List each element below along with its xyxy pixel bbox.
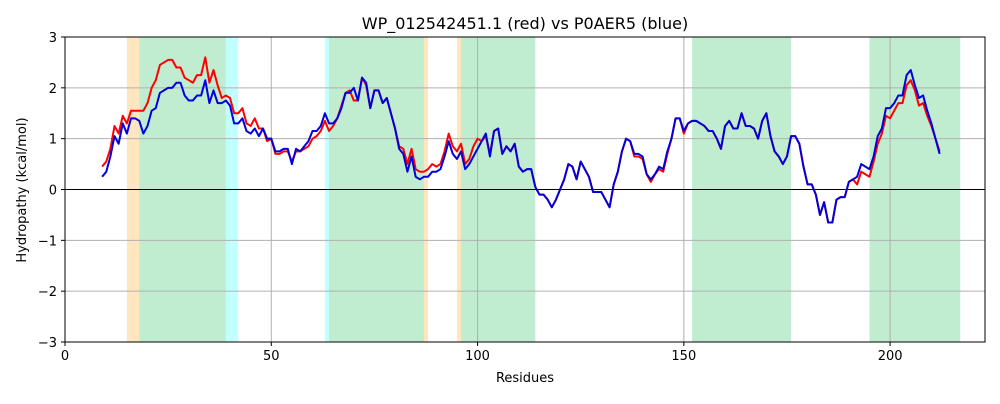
ticks-layer: 0 50 100 150 200 −3 −2 −1 0 1 2 3 [38, 31, 903, 364]
x-tick-label: 50 [263, 349, 280, 364]
y-axis-label: Hydropathy (kcal/mol) [15, 117, 30, 262]
chart-title: WP_012542451.1 (red) vs P0AER5 (blue) [362, 14, 688, 34]
y-tick-label: −1 [38, 234, 57, 249]
y-tick-label: 2 [49, 82, 57, 97]
y-tick-label: 3 [49, 31, 57, 46]
y-tick-label: 0 [49, 184, 57, 199]
x-tick-label: 100 [465, 349, 490, 364]
lines-layer [101, 56, 941, 224]
y-tick-label: −3 [38, 336, 57, 351]
series-line-blue [101, 69, 941, 224]
x-tick-label: 150 [671, 349, 696, 364]
y-tick-label: 1 [49, 133, 57, 148]
x-tick-label: 0 [61, 349, 69, 364]
x-axis-label: Residues [496, 371, 554, 386]
x-tick-label: 200 [878, 349, 903, 364]
y-tick-label: −2 [38, 285, 57, 300]
